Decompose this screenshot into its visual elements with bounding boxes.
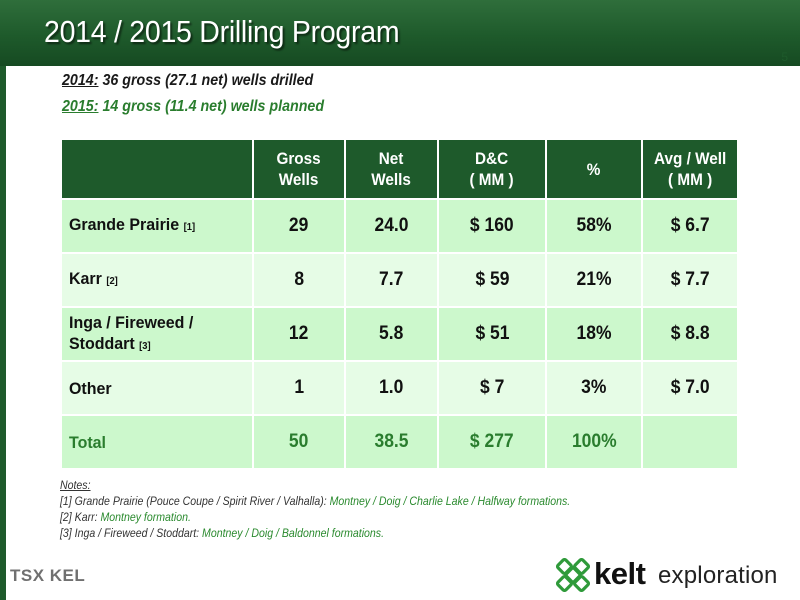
table-row: Inga / Fireweed / Stoddart [3] 12 5.8 $ 5… xyxy=(60,306,739,362)
cell-gross: 12 xyxy=(252,306,346,362)
table-total-row: Total 50 38.5 $ 277 100% xyxy=(60,414,739,470)
table-row: Other 1 1.0 $ 7 3% $ 7.0 xyxy=(60,360,739,416)
table-row: Karr [2] 8 7.7 $ 59 21% $ 7.7 xyxy=(60,252,739,308)
slide-header: 2014 / 2015 Drilling Program xyxy=(0,0,800,66)
header-dc: D&C( MM ) xyxy=(437,138,547,200)
summary-2014: 2014: 36 gross (27.1 net) wells drilled xyxy=(62,72,313,90)
cell-avg: $ 8.8 xyxy=(641,306,739,362)
row-label: Other xyxy=(60,360,254,416)
total-label: Total xyxy=(60,414,254,470)
cell-net: 1.0 xyxy=(344,360,439,416)
total-net: 38.5 xyxy=(344,414,439,470)
row-label: Grande Prairie [1] xyxy=(60,198,254,254)
cell-avg: $ 6.7 xyxy=(641,198,739,254)
cell-gross: 8 xyxy=(252,252,346,308)
cell-gross: 1 xyxy=(252,360,346,416)
total-percent: 100% xyxy=(545,414,643,470)
cell-dc: $ 160 xyxy=(437,198,547,254)
kelt-wordmark: kelt xyxy=(594,556,646,591)
table-header-row: Gross Wells Net Wells D&C( MM ) % Avg / We… xyxy=(60,138,739,200)
summary-2014-year: 2014: xyxy=(62,72,99,89)
cell-net: 24.0 xyxy=(344,198,439,254)
kelt-subtitle: exploration xyxy=(658,562,778,589)
cell-dc: $ 7 xyxy=(437,360,547,416)
notes-section: Notes: [1] Grande Prairie (Pouce Coupe /… xyxy=(60,477,570,541)
page-number: 5 xyxy=(781,50,788,64)
header-avg-well: Avg / Well( MM ) xyxy=(641,138,739,200)
cell-percent: 3% xyxy=(545,360,643,416)
row-ref: [2] xyxy=(106,276,118,287)
cell-dc: $ 51 xyxy=(437,306,547,362)
tsx-ticker-logo: TSX KEL xyxy=(10,566,86,585)
header-gross-wells: Gross Wells xyxy=(252,138,346,200)
cell-gross: 29 xyxy=(252,198,346,254)
summary-2015-text: 14 gross (11.4 net) wells planned xyxy=(98,98,325,115)
drilling-program-table: Gross Wells Net Wells D&C( MM ) % Avg / We… xyxy=(60,138,739,470)
header-area xyxy=(60,138,254,200)
cell-percent: 18% xyxy=(545,306,643,362)
slide-title: 2014 / 2015 Drilling Program xyxy=(44,14,400,49)
total-gross: 50 xyxy=(252,414,346,470)
left-accent-bar xyxy=(0,66,6,600)
note-item: [2] Karr: Montney formation. xyxy=(60,510,191,524)
cell-percent: 58% xyxy=(545,198,643,254)
row-ref: [1] xyxy=(183,222,196,233)
total-dc: $ 277 xyxy=(437,414,547,470)
table-row: Grande Prairie [1] 29 24.0 $ 160 58% $ 6… xyxy=(60,198,739,254)
cell-net: 5.8 xyxy=(344,306,439,362)
total-avg xyxy=(641,414,739,470)
cell-avg: $ 7.0 xyxy=(641,360,739,416)
note-item: [1] Grande Prairie (Pouce Coupe / Spirit… xyxy=(60,494,571,508)
cell-percent: 21% xyxy=(545,252,643,308)
header-percent: % xyxy=(545,138,643,200)
note-item: [3] Inga / Fireweed / Stoddart: Montney … xyxy=(60,526,385,540)
header-net-wells: Net Wells xyxy=(344,138,439,200)
notes-title: Notes: xyxy=(60,478,91,492)
row-label: Karr [2] xyxy=(60,252,254,308)
summary-2015: 2015: 14 gross (11.4 net) wells planned xyxy=(62,98,324,116)
cell-net: 7.7 xyxy=(344,252,439,308)
summary-2014-text: 36 gross (27.1 net) wells drilled xyxy=(98,72,314,89)
cell-dc: $ 59 xyxy=(437,252,547,308)
row-ref: [3] xyxy=(139,340,151,352)
summary-2015-year: 2015: xyxy=(62,98,99,115)
kelt-knot-icon xyxy=(556,558,590,592)
row-label: Inga / Fireweed / Stoddart [3] xyxy=(60,306,254,362)
cell-avg: $ 7.7 xyxy=(641,252,739,308)
